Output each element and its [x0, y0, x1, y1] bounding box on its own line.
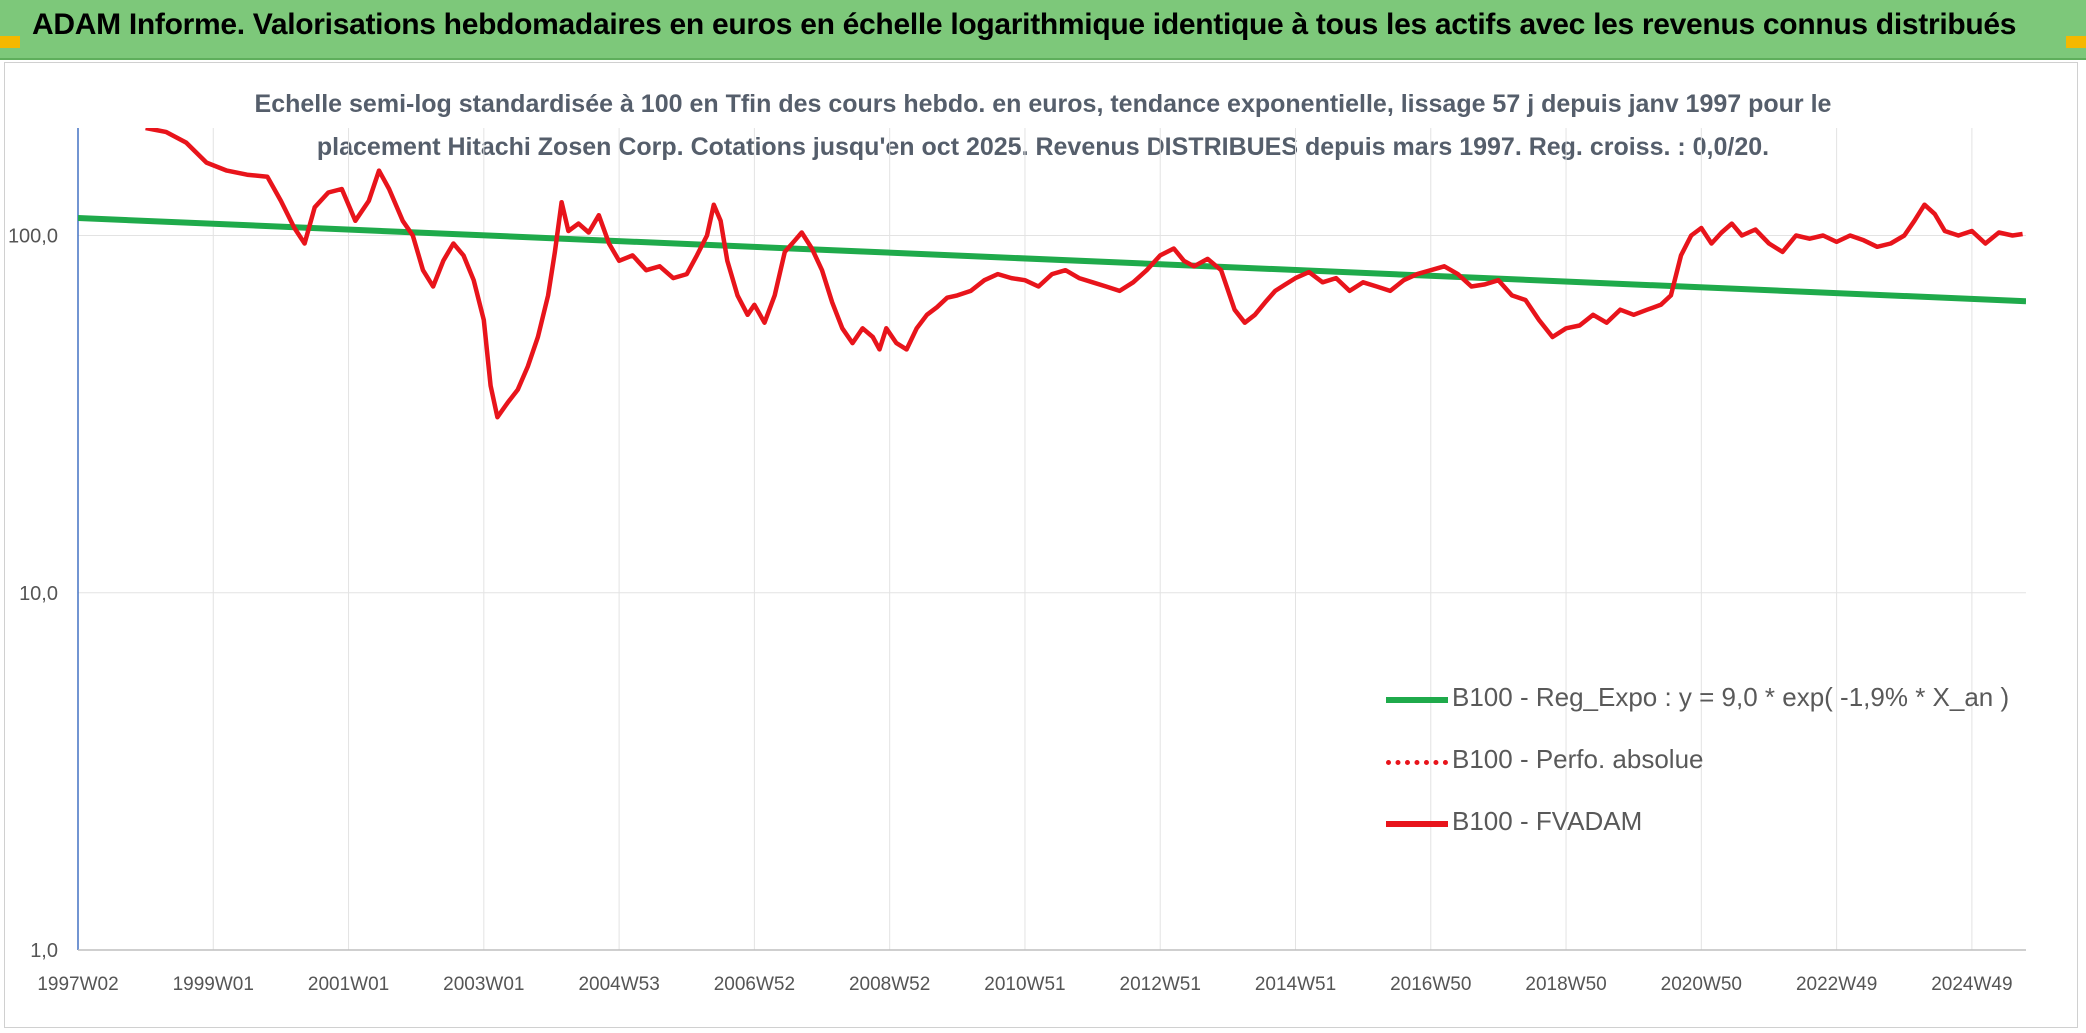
legend-swatch-regression	[1386, 697, 1448, 703]
legend-item-perfo: B100 - Perfo. absolue	[1386, 744, 2026, 784]
legend-swatch-fvadam	[1386, 821, 1448, 827]
regression-trend-line	[78, 215, 2026, 305]
x-tick-label: 2022W49	[1796, 974, 1877, 995]
x-tick-label: 1997W02	[37, 974, 118, 995]
x-tick-label: 2003W01	[443, 974, 524, 995]
x-tick-label: 2012W51	[1120, 974, 1201, 995]
legend-item-fvadam: B100 - FVADAM	[1386, 806, 2026, 846]
x-tick-label: 1999W01	[173, 974, 254, 995]
report-banner: ADAM Informe. Valorisations hebdomadaire…	[0, 0, 2086, 60]
report-title: ADAM Informe. Valorisations hebdomadaire…	[32, 8, 2017, 41]
x-tick-label: 2018W50	[1525, 974, 1606, 995]
y-tick-label: 1,0	[30, 940, 58, 962]
legend-label-perfo: B100 - Perfo. absolue	[1452, 744, 1704, 774]
y-tick-label: 100,0	[8, 226, 58, 248]
x-tick-label: 2014W51	[1255, 974, 1336, 995]
corner-marker-right	[2066, 36, 2086, 48]
x-tick-label: 2006W52	[714, 974, 795, 995]
x-tick-label: 2001W01	[308, 974, 389, 995]
y-tick-label: 10,0	[19, 583, 58, 605]
corner-marker-left	[0, 36, 20, 48]
chart-panel	[4, 62, 2078, 1028]
legend-label-fvadam: B100 - FVADAM	[1452, 806, 1643, 836]
x-tick-label: 2008W52	[849, 974, 930, 995]
chart-subtitle-line-1: Echelle semi-log standardisée à 100 en T…	[254, 90, 1832, 118]
legend-label-regression: B100 - Reg_Expo : y = 9,0 * exp( -1,9% *…	[1452, 682, 2010, 712]
legend-swatch-perfo	[1386, 760, 1448, 765]
x-tick-label: 2024W49	[1931, 974, 2012, 995]
x-tick-label: 2010W51	[984, 974, 1065, 995]
legend-item-regression: B100 - Reg_Expo : y = 9,0 * exp( -1,9% *…	[1386, 682, 2026, 722]
fvadam-series-line	[145, 128, 2023, 420]
x-tick-label: 2004W53	[578, 974, 659, 995]
x-tick-label: 2016W50	[1390, 974, 1471, 995]
x-tick-label: 2020W50	[1661, 974, 1742, 995]
chart-subtitle-line-2: placement Hitachi Zosen Corp. Cotations …	[316, 133, 1770, 161]
